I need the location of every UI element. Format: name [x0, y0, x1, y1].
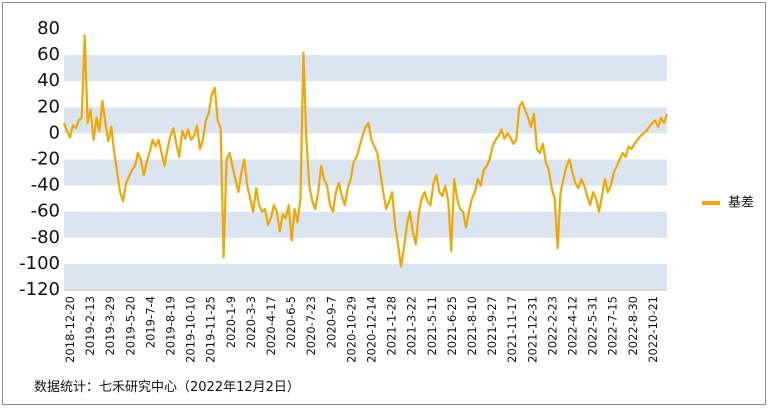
- source-note: 数据统计：七禾研究中心（2022年12月2日）: [34, 380, 300, 395]
- grid-band: [64, 211, 667, 238]
- x-tick-label: 2021-5-11: [425, 296, 439, 356]
- grid-bands: [64, 55, 667, 290]
- grid-band: [64, 263, 667, 290]
- x-tick-label: 2022-5-31: [586, 296, 600, 356]
- x-tick-label: 2019-8-19: [164, 296, 178, 356]
- x-tick-label: 2020-9-7: [324, 296, 338, 348]
- x-tick-label: 2021-11-17: [505, 296, 519, 363]
- x-tick-label: 2019-2-13: [83, 296, 97, 356]
- x-tick-label: 2021-12-31: [525, 296, 539, 363]
- x-tick-label: 2019-10-10: [184, 296, 198, 363]
- x-tick-label: 2021-8-10: [465, 296, 479, 356]
- x-tick-label: 2021-3-22: [405, 296, 419, 356]
- x-tick-label: 2019-11-25: [204, 296, 218, 363]
- grid-band: [64, 55, 667, 82]
- y-tick-label: -60: [31, 201, 60, 222]
- y-tick-label: 60: [37, 44, 60, 65]
- grid-band: [64, 159, 667, 186]
- x-tick-label: 2021-9-27: [485, 296, 499, 356]
- x-tick-label: 2020-1-9: [224, 296, 238, 348]
- x-tick-label: 2022-8-30: [626, 296, 640, 356]
- x-tick-label: 2020-6-5: [284, 296, 298, 348]
- y-tick-label: 40: [37, 70, 60, 91]
- series-line-jicha: [62, 34, 669, 268]
- x-tick-label: 2020-12-14: [365, 296, 379, 363]
- x-tick-label: 2022-10-21: [646, 296, 660, 363]
- y-tick-label: 80: [37, 18, 60, 39]
- y-tick-label: 0: [49, 122, 60, 143]
- y-tick-label: -80: [31, 227, 60, 248]
- x-tick-label: 2018-12-20: [63, 296, 77, 363]
- y-tick-label: -40: [31, 175, 60, 196]
- x-tick-label: 2019-5-20: [123, 296, 137, 356]
- x-tick-label: 2021-6-25: [445, 296, 459, 356]
- x-tick-label: 2022-4-12: [566, 296, 580, 356]
- x-tick-label: 2020-3-3: [244, 296, 258, 348]
- y-tick-label: 20: [37, 96, 60, 117]
- y-axis-ticks: 80 60 40 20 0 -20 -40 -60 -80 -100 -120: [19, 18, 60, 300]
- x-tick-label: 2020-10-29: [344, 296, 358, 363]
- x-tick-label: 2022-2-23: [545, 296, 559, 356]
- y-tick-label: -20: [31, 149, 60, 170]
- x-tick-label: 2019-3-29: [103, 296, 117, 356]
- legend: 基差: [702, 196, 754, 211]
- x-tick-label: 2019-7-4: [143, 296, 157, 348]
- x-axis-ticks: 2018-12-20 2019-2-13 2019-3-29 2019-5-20 201…: [63, 296, 660, 363]
- legend-label: 基差: [728, 196, 754, 211]
- x-tick-label: 2022-7-15: [606, 296, 620, 356]
- x-tick-label: 2020-4-17: [264, 296, 278, 356]
- y-tick-label: -120: [19, 279, 60, 300]
- x-tick-label: 2020-7-23: [304, 296, 318, 356]
- x-tick-label: 2021-1-28: [385, 296, 399, 356]
- y-tick-label: -100: [19, 253, 60, 274]
